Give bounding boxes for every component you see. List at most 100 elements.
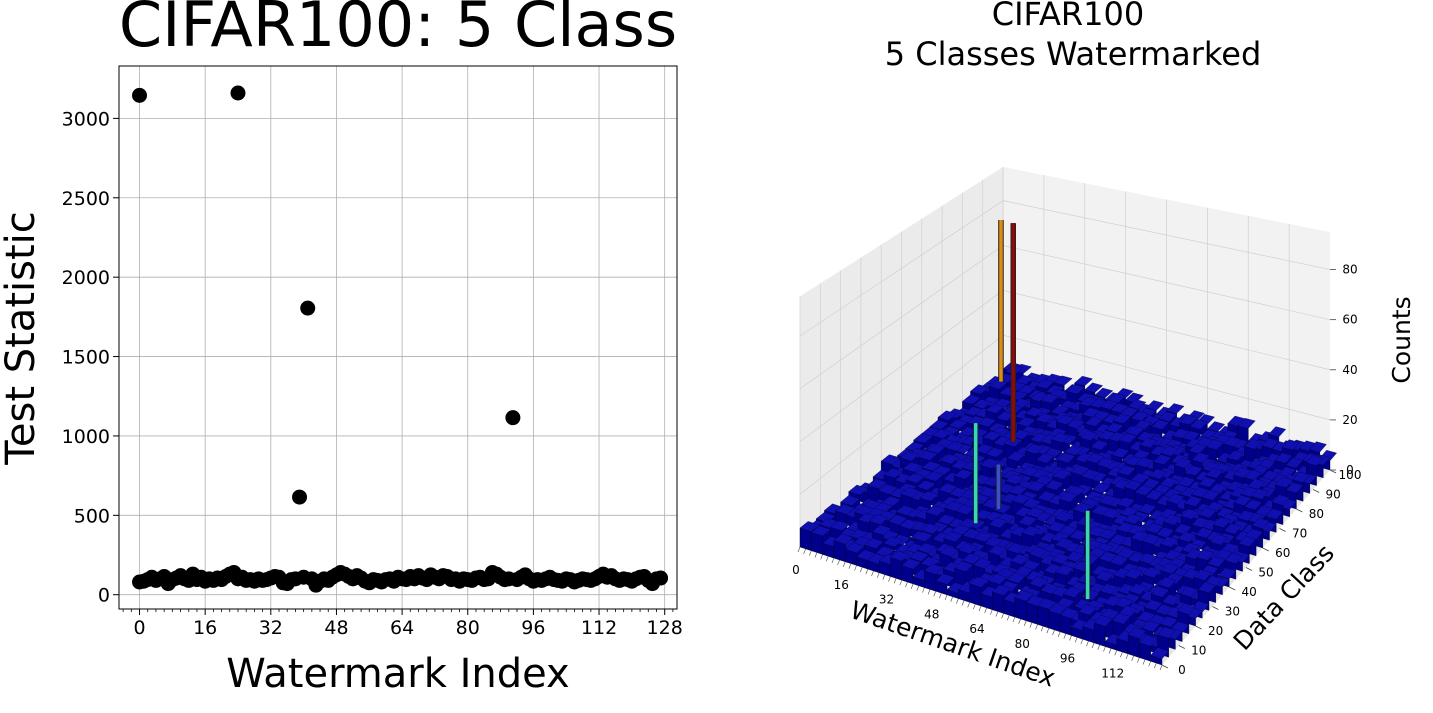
bar3d-base-bar-top xyxy=(988,544,1008,556)
bar3d-base-bar-top xyxy=(988,517,1008,529)
scatter-point xyxy=(132,87,148,103)
bar3d-z-tick-label: 60 xyxy=(1342,313,1357,327)
bar3d-y-tick xyxy=(1245,567,1253,571)
bar3d-base-bar-top xyxy=(1116,496,1136,508)
bar3d-base-bar-top xyxy=(1223,523,1242,535)
bar3d-base-bar-top xyxy=(1025,506,1045,518)
bar3d-base-bar-top xyxy=(840,495,861,506)
scatter-points xyxy=(132,85,669,593)
bar3d-base-bar-top xyxy=(1026,481,1046,492)
bar3d-base-bar-top xyxy=(1081,469,1100,480)
bar3d-base-bar-top xyxy=(984,536,1004,548)
bar3d-base-bar-top xyxy=(1090,439,1109,451)
scatter-chart: CIFAR100: 5 Class 0 16 32 48 64 80 96 112 128 0 5… xyxy=(0,0,683,697)
bar3d-base-bar-top xyxy=(883,467,904,479)
bar3d-base-bar-top xyxy=(1179,585,1199,598)
bar3d-z-tick-label: 80 xyxy=(1342,263,1357,277)
bar3d-x-tick-label: 48 xyxy=(924,607,939,621)
bar3d-z-tick-label: 40 xyxy=(1342,363,1357,377)
bar3d-x-minor-tick xyxy=(1069,635,1072,641)
bar3d-base-bar-top xyxy=(1138,552,1158,565)
bar3d-y-tick xyxy=(1329,469,1337,474)
bar3d-x-tick-label: 16 xyxy=(834,578,849,592)
scatter-y-tick-label: 1500 xyxy=(62,347,110,369)
bar3d-x-minor-tick xyxy=(944,594,948,601)
bar3d-base-bar-top xyxy=(1035,453,1055,464)
bar3d-base-bar-top xyxy=(919,490,939,502)
bar3d-y-tick-label: 70 xyxy=(1292,527,1307,541)
bar3d-y-tick-label: 30 xyxy=(1225,605,1240,619)
bar3d-base-bar-top xyxy=(1261,438,1280,449)
bar3d-base-bar-top xyxy=(938,483,958,494)
bar3d-base-bar-top xyxy=(969,576,989,588)
bar3d-x-minor-tick xyxy=(859,567,863,573)
bar3d-base-bar-top xyxy=(940,453,960,465)
scatter-x-tick-label: 64 xyxy=(390,617,414,639)
bar3d-base-bar-top xyxy=(833,533,854,545)
scatter-y-tick-label: 2000 xyxy=(62,267,110,289)
bar3d-y-tick-label: 60 xyxy=(1275,546,1290,560)
bar3d-base-bar-top xyxy=(1213,516,1232,529)
bar3d-x-minor-tick xyxy=(990,609,993,615)
bar3d-base-bar-top xyxy=(1182,430,1201,442)
bar3d-x-minor-tick xyxy=(910,583,914,589)
bar3d-base-bar-top xyxy=(1111,447,1130,459)
bar3d-x-tick-label: 32 xyxy=(879,593,894,607)
bar3d-base-bar-top xyxy=(1153,454,1172,465)
bar3d-base-bar-top xyxy=(887,514,908,526)
bar3d-y-tick xyxy=(1178,645,1185,649)
bar3d-base-bar-top xyxy=(1198,507,1217,519)
bar3d-base-bar-top xyxy=(1160,562,1180,575)
bar3d-base-bar-top xyxy=(1223,436,1242,447)
bar3d-base-bar-top xyxy=(1195,527,1214,539)
bar3d-base-bar-top xyxy=(1120,506,1139,518)
bar3d-base-bar-top xyxy=(916,480,936,491)
bar3d-x-minor-tick xyxy=(1097,644,1101,650)
bar3d-base-bar-top xyxy=(1218,567,1237,579)
bar3d-base-bar-top xyxy=(1084,382,1104,393)
bar3d-base-bar-top xyxy=(918,450,939,461)
bar3d-base-bar-top xyxy=(1144,599,1163,611)
bar3d-x-minor-tick xyxy=(876,572,880,578)
bar3d-base-bar-top xyxy=(1166,403,1185,414)
bar3d-base-bar-top xyxy=(1051,553,1070,565)
bar3d-x-minor-tick xyxy=(973,604,976,610)
bar3d-x-minor-tick xyxy=(1114,650,1118,656)
bar3d-base-bar-top xyxy=(1066,384,1086,395)
bar3d-base-bar-top xyxy=(1059,607,1079,619)
bar3d-y-tick xyxy=(1296,508,1303,513)
bar3d-base-bar-top xyxy=(1092,482,1111,494)
bar3d-base-bar-top xyxy=(878,484,899,495)
bar3d-x-minor-tick xyxy=(1040,626,1044,632)
bar3d-base-bar-top xyxy=(1233,494,1252,506)
bar3d-base-bar-top xyxy=(1005,474,1024,485)
bar3d-base-bar-top xyxy=(1224,552,1243,564)
bar3d-x-minor-tick xyxy=(893,578,897,584)
bar3d-y-tick-label: 20 xyxy=(1208,624,1223,638)
scatter-x-tick-label: 128 xyxy=(647,617,683,639)
bar3d-base-bar-top xyxy=(1052,469,1072,480)
bar3d-x-minor-tick xyxy=(848,563,852,569)
bar3d-base-bar-top xyxy=(1079,430,1099,441)
bar3d-base-bar-top xyxy=(1014,590,1034,602)
bar3d-base-bar-top xyxy=(1127,524,1146,536)
bar3d-x-minor-tick xyxy=(1142,659,1146,665)
bar3d-x-minor-tick xyxy=(831,557,835,564)
bar3d-base-bar xyxy=(1037,605,1050,629)
bar3d-base-bar-top xyxy=(973,557,993,569)
bar3d-base-bars xyxy=(799,362,1337,666)
bar3d-base-bar-top xyxy=(1237,418,1256,429)
bar3d-chart: CIFAR100 5 Classes Watermarked 0 16 32 48 64… xyxy=(792,0,1416,693)
bar3d-base-bar-top xyxy=(900,487,921,498)
scatter-grid xyxy=(119,66,677,609)
bar3d-base-bar-top xyxy=(1184,495,1203,507)
bar3d-y-tick xyxy=(1262,547,1269,552)
bar3d-base-bar-top xyxy=(835,504,856,515)
bar3d-x-minor-tick xyxy=(871,570,874,577)
bar3d-base-bar-top xyxy=(1151,419,1170,430)
bar3d-base-bar-top xyxy=(1096,457,1115,468)
bar3d-base-bar-top xyxy=(988,379,1008,390)
bar3d-base-bar-top xyxy=(1085,453,1105,464)
bar3d-base-bar-top xyxy=(1281,439,1300,451)
